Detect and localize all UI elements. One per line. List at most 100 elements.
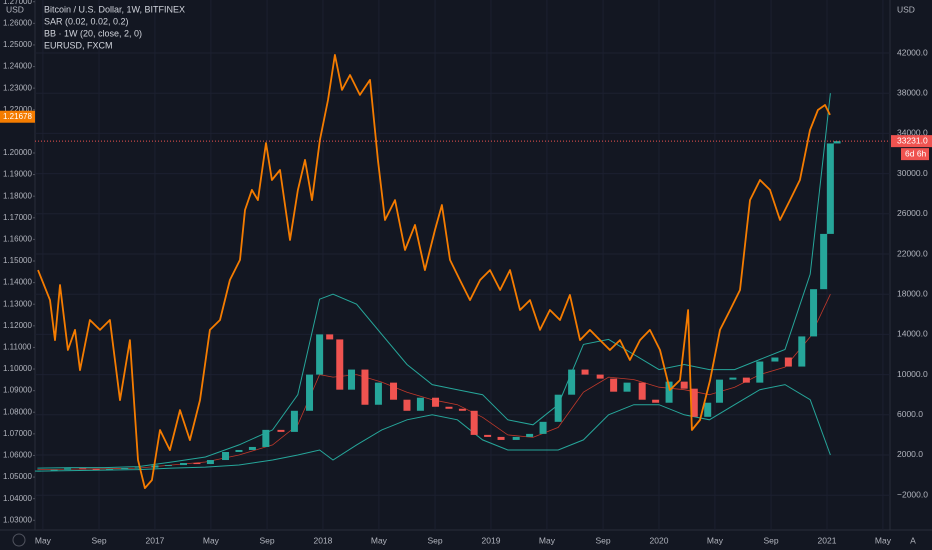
y-tick-label: 1.09000 xyxy=(3,386,32,395)
candle-body xyxy=(290,410,298,432)
candle-body xyxy=(771,357,779,362)
candle-body xyxy=(50,469,58,471)
candle-body xyxy=(539,421,547,434)
candle-body xyxy=(390,382,398,400)
y-tick-label: 1.24000 xyxy=(3,62,32,71)
legend-indicator: BB · 1W (20, close, 2, 0) xyxy=(44,28,142,38)
legend-title: Bitcoin / U.S. Dollar, 1W, BITFINEX xyxy=(44,4,185,14)
candle-body xyxy=(596,374,604,379)
x-tick-label: Sep xyxy=(427,535,442,545)
candle-body xyxy=(193,463,201,465)
y-tick-label: 1.08000 xyxy=(3,407,32,416)
candle-body xyxy=(623,382,631,392)
y-tick-label: 1.11000 xyxy=(3,343,32,352)
candle-body xyxy=(92,468,100,470)
candle-body xyxy=(820,233,828,290)
candle-body xyxy=(526,433,534,437)
y-tick-label: 1.22000 xyxy=(3,105,32,114)
y-tick-label: 1.14000 xyxy=(3,278,32,287)
y2-tick-label: 38000.0 xyxy=(897,87,928,97)
candle-body xyxy=(484,434,492,437)
compare-last-label: 1.21678 xyxy=(3,112,32,121)
y-tick-label: 1.07000 xyxy=(3,429,32,438)
y2-tick-label: 2000.0 xyxy=(897,449,923,459)
candle-body xyxy=(458,408,466,411)
candle-body xyxy=(652,399,660,403)
candle-body xyxy=(810,289,818,337)
y-tick-label: 1.05000 xyxy=(3,472,32,481)
candle-body xyxy=(665,381,673,403)
y-tick-label: 1.04000 xyxy=(3,494,32,503)
candle-body xyxy=(306,374,314,411)
x-tick-label: 2018 xyxy=(314,535,333,545)
y-tick-label: 1.23000 xyxy=(3,83,32,92)
compare-last-tag xyxy=(0,110,35,123)
x-tick-label: May xyxy=(707,535,724,545)
bb-upper xyxy=(37,93,831,469)
compare-line xyxy=(37,54,831,489)
x-tick-label: 2017 xyxy=(145,535,164,545)
legend-compare: EURUSD, FXCM xyxy=(44,40,113,50)
y2-tick-label: 42000.0 xyxy=(897,47,928,57)
bb-basis xyxy=(37,294,831,470)
candle-body xyxy=(756,361,764,383)
y-tick-label: 1.10000 xyxy=(3,364,32,373)
x-tick-label: Sep xyxy=(259,535,274,545)
zoom-button[interactable] xyxy=(12,533,26,547)
candle-body xyxy=(497,436,505,440)
candle-body xyxy=(638,382,646,400)
candle-body xyxy=(690,388,698,417)
candle-body xyxy=(121,468,129,470)
y2-tick-label: 26000.0 xyxy=(897,208,928,218)
candle-body xyxy=(316,334,324,375)
y-tick-label: 1.18000 xyxy=(3,191,32,200)
candle-body xyxy=(784,357,792,367)
candle-body xyxy=(826,143,834,234)
candle-body xyxy=(374,382,382,405)
candle-body xyxy=(348,369,356,390)
candle-body xyxy=(326,334,334,340)
x-tick-label: May xyxy=(539,535,556,545)
x-tick-label: May xyxy=(875,535,892,545)
y-tick-label: 1.19000 xyxy=(3,170,32,179)
candle-body xyxy=(680,381,688,389)
candle-body xyxy=(336,339,344,390)
candle-body xyxy=(416,397,424,411)
countdown-tag xyxy=(901,148,929,161)
candle-body xyxy=(568,369,576,395)
candle-body xyxy=(610,378,618,392)
y-tick-label: 1.16000 xyxy=(3,235,32,244)
x-tick-label: 2021 xyxy=(818,535,837,545)
last-price-label: 33231.0 xyxy=(897,135,928,145)
candle-body xyxy=(180,463,188,466)
legend-indicator: SAR (0.02, 0.02, 0.2) xyxy=(44,16,129,26)
y2-tick-label: 30000.0 xyxy=(897,168,928,178)
y2-tick-label: 34000.0 xyxy=(897,128,928,138)
candle-body xyxy=(742,377,750,383)
y-tick-label: 1.26000 xyxy=(3,18,32,27)
x-tick-label: May xyxy=(35,535,52,545)
candle-body xyxy=(248,446,256,450)
x-tick-label: Sep xyxy=(595,535,610,545)
y2-tick-label: 18000.0 xyxy=(897,288,928,298)
y-tick-label: 1.06000 xyxy=(3,451,32,460)
y-tick-label: 1.15000 xyxy=(3,256,32,265)
candle-body xyxy=(512,436,520,440)
candle-body xyxy=(554,394,562,422)
y2-tick-label: −2000.0 xyxy=(897,489,928,499)
candle-body xyxy=(64,468,72,470)
candle-body xyxy=(833,141,841,144)
y-tick-label: 1.13000 xyxy=(3,299,32,308)
y2-tick-label: 6000.0 xyxy=(897,409,923,419)
candle-body xyxy=(704,402,712,417)
auto-scale-button[interactable]: A xyxy=(910,535,916,545)
candle-body xyxy=(235,449,243,452)
candle-body xyxy=(432,397,440,407)
y-tick-label: 1.20000 xyxy=(3,148,32,157)
candle-body xyxy=(445,406,453,409)
y-tick-label: 1.03000 xyxy=(3,515,32,524)
candle-body xyxy=(715,379,723,403)
y-tick-label: 1.27000 xyxy=(3,0,32,6)
candle-body xyxy=(581,369,589,375)
candle-body xyxy=(361,369,369,405)
